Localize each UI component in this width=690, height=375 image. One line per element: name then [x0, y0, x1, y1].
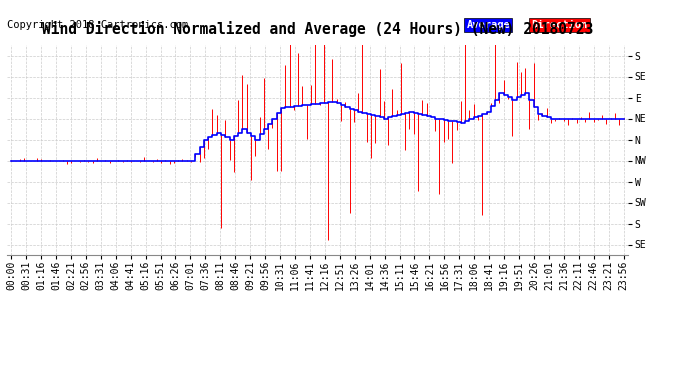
- Text: Copyright 2018 Cartronics.com: Copyright 2018 Cartronics.com: [7, 20, 188, 30]
- Text: Direction: Direction: [531, 20, 588, 30]
- Text: Average: Average: [466, 20, 510, 30]
- Text: Wind Direction Normalized and Average (24 Hours) (New) 20180723: Wind Direction Normalized and Average (2…: [42, 21, 593, 37]
